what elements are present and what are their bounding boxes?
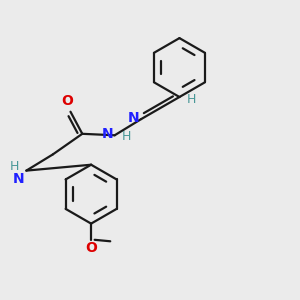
Text: H: H xyxy=(122,130,131,143)
Text: N: N xyxy=(13,172,25,186)
Text: O: O xyxy=(85,241,97,255)
Text: H: H xyxy=(187,93,196,106)
Text: O: O xyxy=(61,94,74,108)
Text: N: N xyxy=(128,111,140,124)
Text: N: N xyxy=(102,127,113,141)
Text: H: H xyxy=(10,160,19,173)
